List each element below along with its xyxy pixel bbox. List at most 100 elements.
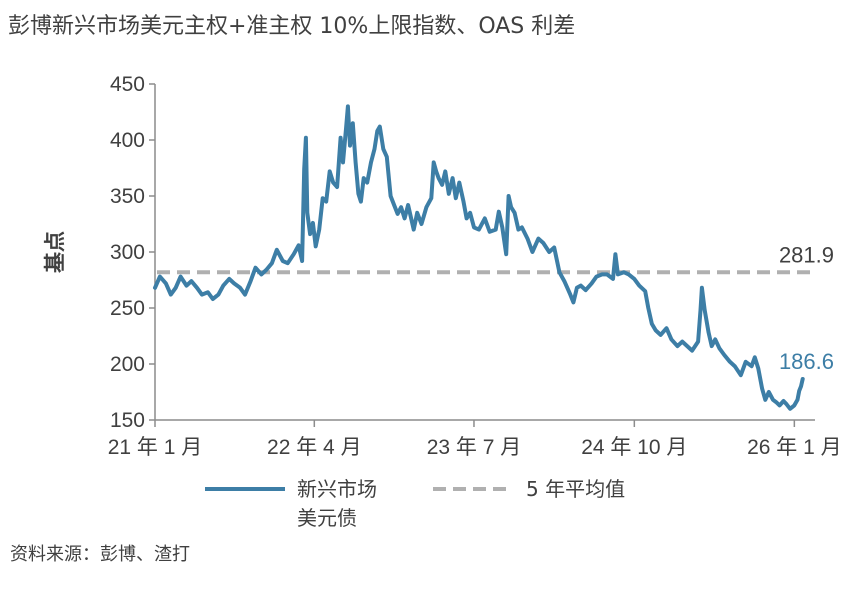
data-point xyxy=(605,273,609,276)
data-point xyxy=(281,259,284,263)
data-point xyxy=(782,399,785,403)
data-point xyxy=(785,403,788,406)
data-point xyxy=(286,262,289,265)
data-point xyxy=(179,275,182,278)
y-tick-label: 400 xyxy=(110,129,145,152)
data-point xyxy=(513,211,516,214)
data-point xyxy=(382,147,385,151)
data-point xyxy=(190,279,193,283)
data-point xyxy=(346,105,350,108)
data-point xyxy=(339,136,342,139)
data-point xyxy=(440,183,444,186)
data-point xyxy=(399,206,403,209)
data-point xyxy=(799,385,803,388)
data-point xyxy=(531,250,534,254)
data-point xyxy=(325,200,328,203)
data-point xyxy=(200,293,204,296)
data-point xyxy=(451,176,454,180)
data-point xyxy=(517,228,520,231)
data-point xyxy=(228,277,231,281)
data-point xyxy=(681,340,684,343)
data-point xyxy=(575,286,579,289)
data-point xyxy=(483,217,486,220)
chart-marks xyxy=(153,104,815,411)
data-point xyxy=(195,286,199,289)
data-point xyxy=(432,161,435,164)
data-point xyxy=(158,275,162,278)
data-point xyxy=(558,271,561,274)
data-point xyxy=(788,407,792,410)
data-point xyxy=(392,203,396,207)
chart-title: 彭博新兴市场美元主权+准主权 10%上限指数、OAS 利差 xyxy=(8,14,576,39)
data-point xyxy=(739,374,742,377)
data-point xyxy=(595,275,598,278)
data-point xyxy=(249,279,252,283)
data-point xyxy=(774,400,778,404)
data-point xyxy=(376,129,379,133)
data-point xyxy=(520,226,524,229)
data-point xyxy=(699,309,702,312)
data-point xyxy=(458,181,461,184)
data-point xyxy=(753,356,756,359)
data-point xyxy=(425,206,428,209)
data-point xyxy=(447,192,450,195)
data-point xyxy=(569,293,572,296)
data-point xyxy=(222,284,225,287)
data-point xyxy=(488,230,491,233)
data-point xyxy=(275,248,278,251)
data-point xyxy=(357,192,360,195)
y-tick-label: 150 xyxy=(110,409,145,432)
data-point xyxy=(366,181,369,184)
data-point xyxy=(771,398,775,401)
data-point xyxy=(412,228,415,231)
data-point xyxy=(501,226,504,229)
data-point xyxy=(416,211,419,214)
data-point xyxy=(614,253,617,256)
data-point xyxy=(718,347,721,350)
data-point xyxy=(206,291,210,294)
data-point xyxy=(801,377,804,381)
data-point xyxy=(359,200,363,203)
chart-source: 资料来源：彭博、渣打 xyxy=(10,544,190,565)
data-point xyxy=(362,176,365,180)
data-point xyxy=(690,349,694,352)
data-point xyxy=(444,170,447,173)
data-point xyxy=(760,387,764,390)
legend-label-em-usd-bonds: 美元债 xyxy=(297,506,357,530)
data-point xyxy=(351,122,354,125)
data-point xyxy=(265,268,268,272)
data-point xyxy=(314,245,317,248)
data-point xyxy=(505,253,508,256)
data-point xyxy=(548,250,551,254)
data-point xyxy=(238,286,242,289)
data-point xyxy=(468,211,472,214)
data-point xyxy=(757,367,760,370)
data-point xyxy=(297,244,300,247)
data-point xyxy=(462,200,465,203)
data-point xyxy=(707,331,710,334)
data-point xyxy=(670,338,673,341)
data-point xyxy=(798,389,801,393)
data-point xyxy=(686,344,689,348)
data-point xyxy=(477,228,481,231)
data-point xyxy=(703,309,706,312)
data-point xyxy=(472,226,476,229)
y-tick-label: 250 xyxy=(110,297,145,320)
y-tick-label: 450 xyxy=(110,73,145,96)
y-tick-label: 300 xyxy=(110,241,145,264)
data-point xyxy=(321,197,324,200)
chart-labels: 281.9 186.6 xyxy=(779,242,834,374)
data-point xyxy=(611,277,615,281)
data-point xyxy=(778,404,781,407)
data-point xyxy=(435,170,438,173)
data-point xyxy=(304,136,308,139)
data-point xyxy=(396,212,399,216)
data-point xyxy=(306,211,309,214)
data-point xyxy=(796,398,799,401)
data-point xyxy=(164,282,168,285)
data-point xyxy=(633,277,636,281)
data-point xyxy=(232,282,236,285)
data-point xyxy=(465,217,468,220)
data-point xyxy=(403,217,406,220)
